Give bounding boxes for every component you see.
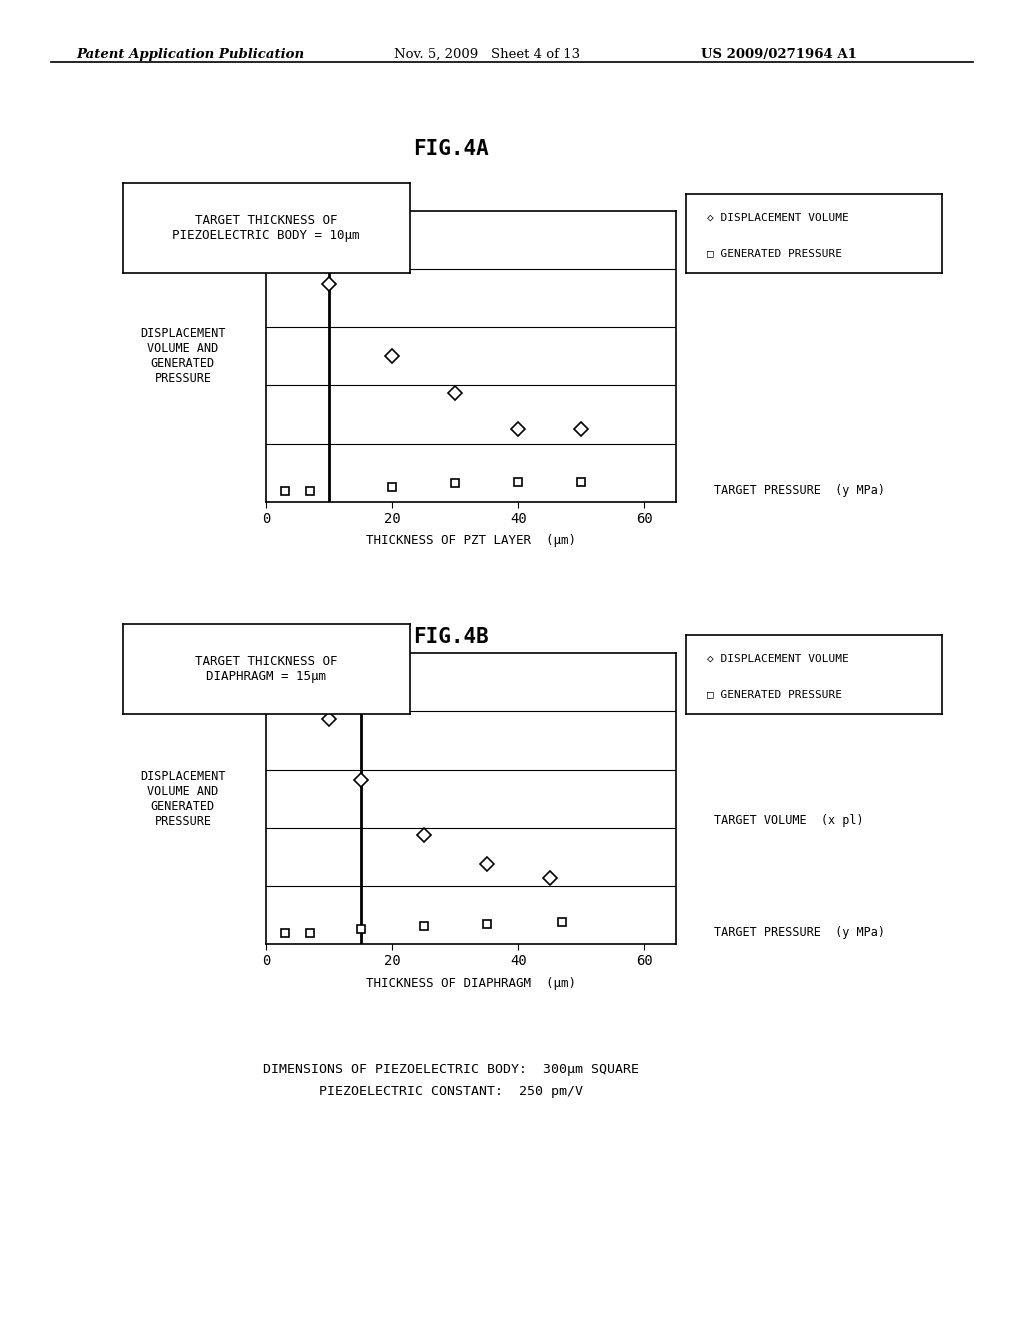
Text: TARGET PRESSURE  (y MPa): TARGET PRESSURE (y MPa) [714,484,885,498]
Text: PIEZOELECTRIC CONSTANT:  250 pm/V: PIEZOELECTRIC CONSTANT: 250 pm/V [318,1085,583,1098]
Text: □ GENERATED PRESSURE: □ GENERATED PRESSURE [707,689,842,700]
Text: Nov. 5, 2009   Sheet 4 of 13: Nov. 5, 2009 Sheet 4 of 13 [394,48,581,61]
Text: TARGET PRESSURE  (y MPa): TARGET PRESSURE (y MPa) [714,927,885,940]
Text: TARGET THICKNESS OF
PIEZOELECTRIC BODY = 10μm: TARGET THICKNESS OF PIEZOELECTRIC BODY =… [172,214,360,243]
Text: □ GENERATED PRESSURE: □ GENERATED PRESSURE [707,248,842,259]
Text: FIG.4B: FIG.4B [413,627,488,647]
Text: FIG.4A: FIG.4A [413,139,488,158]
X-axis label: THICKNESS OF PZT LAYER  (μm): THICKNESS OF PZT LAYER (μm) [366,535,577,548]
Y-axis label: DISPLACEMENT
VOLUME AND
GENERATED
PRESSURE: DISPLACEMENT VOLUME AND GENERATED PRESSU… [140,327,225,385]
Text: DIMENSIONS OF PIEZOELECTRIC BODY:  300μm SQUARE: DIMENSIONS OF PIEZOELECTRIC BODY: 300μm … [262,1063,639,1076]
Text: US 2009/0271964 A1: US 2009/0271964 A1 [701,48,857,61]
Text: TARGET VOLUME  (x pl): TARGET VOLUME (x pl) [714,259,863,272]
Text: TARGET VOLUME  (x pl): TARGET VOLUME (x pl) [714,814,863,826]
Text: ◇ DISPLACEMENT VOLUME: ◇ DISPLACEMENT VOLUME [707,653,848,664]
Text: Patent Application Publication: Patent Application Publication [77,48,305,61]
X-axis label: THICKNESS OF DIAPHRAGM  (μm): THICKNESS OF DIAPHRAGM (μm) [366,977,577,990]
Y-axis label: DISPLACEMENT
VOLUME AND
GENERATED
PRESSURE: DISPLACEMENT VOLUME AND GENERATED PRESSU… [140,770,225,828]
Text: ◇ DISPLACEMENT VOLUME: ◇ DISPLACEMENT VOLUME [707,213,848,223]
Text: TARGET THICKNESS OF
DIAPHRAGM = 15μm: TARGET THICKNESS OF DIAPHRAGM = 15μm [195,655,338,684]
